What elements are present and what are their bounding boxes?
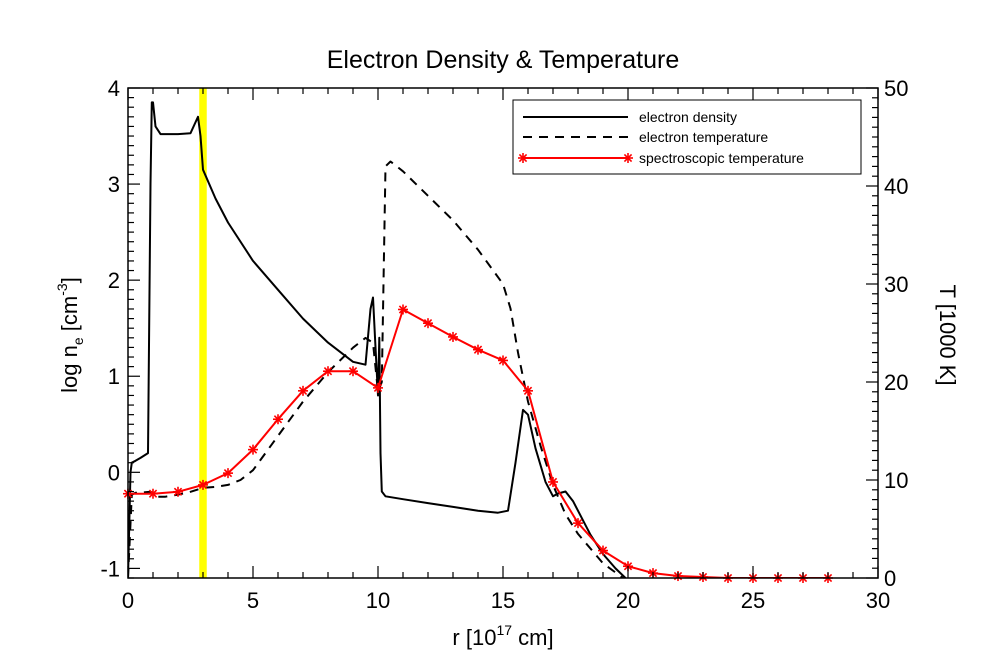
- y-right-tick-label: 20: [884, 370, 908, 395]
- y-right-tick-label: 40: [884, 174, 908, 199]
- data-point-spectroscopic-temperature: [448, 331, 458, 342]
- y-axis-left-title-unit: [cm: [57, 296, 82, 338]
- x-tick-label: 30: [866, 588, 890, 613]
- data-point-spectroscopic-temperature: [398, 304, 408, 315]
- y-left-tick-label: 1: [108, 364, 120, 389]
- x-axis-title-exponent: 17: [496, 622, 512, 638]
- x-tick-label: 10: [366, 588, 390, 613]
- series-line-electron-density: [128, 101, 627, 578]
- y-right-tick-label: 10: [884, 468, 908, 493]
- data-point-spectroscopic-temperature: [573, 518, 583, 529]
- data-point-spectroscopic-temperature: [373, 382, 383, 393]
- data-point-spectroscopic-temperature: [348, 366, 358, 377]
- legend-marker-spectroscopic-temperature: [623, 153, 633, 163]
- legend-label-spectroscopic-temperature: spectroscopic temperature: [639, 150, 804, 166]
- data-point-spectroscopic-temperature: [148, 488, 158, 499]
- y-axis-right-title: T [1000 K]: [935, 284, 960, 385]
- data-point-spectroscopic-temperature: [423, 318, 433, 329]
- x-axis-title-unit: cm]: [512, 625, 554, 650]
- y-axis-left-title-close: ]: [57, 277, 82, 283]
- data-point-spectroscopic-temperature: [548, 476, 558, 487]
- y-left-tick-label: 0: [108, 460, 120, 485]
- data-point-spectroscopic-temperature: [473, 344, 483, 355]
- y-right-tick-label: 0: [884, 566, 896, 591]
- data-point-spectroscopic-temperature: [248, 444, 258, 455]
- legend-label-electron-density: electron density: [639, 109, 737, 125]
- x-tick-label: 20: [616, 588, 640, 613]
- y-axis-left-title: log ne [cm-3]: [54, 277, 86, 393]
- legend-marker-spectroscopic-temperature: [518, 153, 528, 163]
- legend: electron density electron temperature sp…: [512, 99, 862, 175]
- legend-label-electron-temperature: electron temperature: [639, 129, 768, 145]
- x-tick-label: 0: [122, 588, 134, 613]
- y-left-tick-label: 2: [108, 268, 120, 293]
- data-point-spectroscopic-temperature: [498, 355, 508, 366]
- legend-marker-group: [518, 153, 633, 163]
- highlight-band-layer: [199, 88, 207, 578]
- data-point-spectroscopic-temperature: [223, 468, 233, 479]
- y-left-tick-label: 3: [108, 172, 120, 197]
- y-right-tick-label: 50: [884, 76, 908, 101]
- data-point-spectroscopic-temperature: [298, 385, 308, 396]
- x-tick-label: 5: [247, 588, 259, 613]
- data-point-spectroscopic-temperature: [273, 414, 283, 425]
- y-axis-left-title-main: log n: [57, 345, 82, 393]
- data-point-spectroscopic-temperature: [523, 385, 533, 396]
- chart-title: Electron Density & Temperature: [327, 46, 679, 74]
- data-point-spectroscopic-temperature: [598, 545, 608, 556]
- y-right-tick-label: 30: [884, 272, 908, 297]
- x-axis-title-main: r [10: [452, 625, 496, 650]
- data-point-spectroscopic-temperature: [198, 479, 208, 490]
- y-axis-left-title-exponent: -3: [54, 283, 70, 296]
- y-left-tick-label: 4: [108, 76, 120, 101]
- x-tick-label: 15: [491, 588, 515, 613]
- x-tick-label: 25: [741, 588, 765, 613]
- highlight-band: [199, 88, 207, 578]
- data-point-spectroscopic-temperature: [323, 366, 333, 377]
- data-point-spectroscopic-temperature: [173, 486, 183, 497]
- y-left-tick-label: -1: [100, 556, 120, 581]
- y-axis-left-title-subscript: e: [70, 337, 86, 345]
- x-axis-title: r [1017 cm]: [452, 622, 553, 650]
